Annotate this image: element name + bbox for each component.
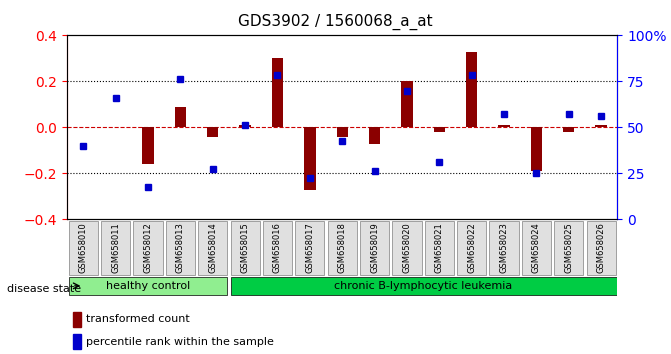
Text: GSM658012: GSM658012: [144, 222, 152, 273]
Text: GDS3902 / 1560068_a_at: GDS3902 / 1560068_a_at: [238, 14, 433, 30]
Bar: [499, 125, 510, 127]
Text: GSM658015: GSM658015: [241, 222, 250, 273]
Bar: [563, 127, 574, 132]
FancyBboxPatch shape: [231, 221, 260, 275]
Text: transformed count: transformed count: [87, 314, 190, 324]
Text: GSM658014: GSM658014: [208, 222, 217, 273]
FancyBboxPatch shape: [360, 221, 389, 275]
Text: GSM658023: GSM658023: [499, 222, 509, 273]
Bar: [240, 125, 251, 127]
FancyBboxPatch shape: [522, 221, 551, 275]
Text: GSM658020: GSM658020: [403, 222, 411, 273]
Bar: [401, 81, 413, 127]
Bar: [142, 127, 154, 164]
FancyBboxPatch shape: [586, 221, 616, 275]
Text: GSM658024: GSM658024: [532, 222, 541, 273]
Text: GSM658011: GSM658011: [111, 222, 120, 273]
Bar: [72, 312, 81, 327]
FancyBboxPatch shape: [198, 221, 227, 275]
Text: chronic B-lymphocytic leukemia: chronic B-lymphocytic leukemia: [334, 281, 512, 291]
FancyBboxPatch shape: [166, 221, 195, 275]
FancyBboxPatch shape: [489, 221, 519, 275]
FancyBboxPatch shape: [134, 221, 162, 275]
Text: GSM658017: GSM658017: [305, 222, 314, 273]
FancyBboxPatch shape: [263, 221, 292, 275]
FancyBboxPatch shape: [425, 221, 454, 275]
FancyBboxPatch shape: [68, 277, 227, 295]
Text: GSM658026: GSM658026: [597, 222, 606, 273]
Text: healthy control: healthy control: [106, 281, 190, 291]
Bar: [174, 107, 186, 127]
Text: GSM658010: GSM658010: [79, 222, 88, 273]
Bar: [207, 127, 218, 137]
Bar: [72, 334, 81, 349]
Text: GSM658025: GSM658025: [564, 222, 573, 273]
FancyBboxPatch shape: [101, 221, 130, 275]
FancyBboxPatch shape: [457, 221, 486, 275]
FancyBboxPatch shape: [554, 221, 583, 275]
Text: GSM658022: GSM658022: [467, 222, 476, 273]
FancyBboxPatch shape: [231, 277, 632, 295]
Bar: [304, 127, 315, 190]
Text: percentile rank within the sample: percentile rank within the sample: [87, 337, 274, 347]
Text: GSM658021: GSM658021: [435, 222, 444, 273]
FancyBboxPatch shape: [295, 221, 324, 275]
Bar: [369, 127, 380, 144]
Text: GSM658016: GSM658016: [273, 222, 282, 273]
FancyBboxPatch shape: [68, 221, 98, 275]
Bar: [337, 127, 348, 137]
Text: GSM658019: GSM658019: [370, 222, 379, 273]
FancyBboxPatch shape: [327, 221, 357, 275]
Bar: [466, 51, 477, 127]
Bar: [433, 127, 445, 132]
Bar: [595, 125, 607, 127]
Text: GSM658013: GSM658013: [176, 222, 185, 273]
Text: disease state: disease state: [7, 284, 81, 293]
Text: GSM658018: GSM658018: [338, 222, 347, 273]
FancyBboxPatch shape: [393, 221, 421, 275]
Bar: [272, 58, 283, 127]
Bar: [531, 127, 542, 171]
